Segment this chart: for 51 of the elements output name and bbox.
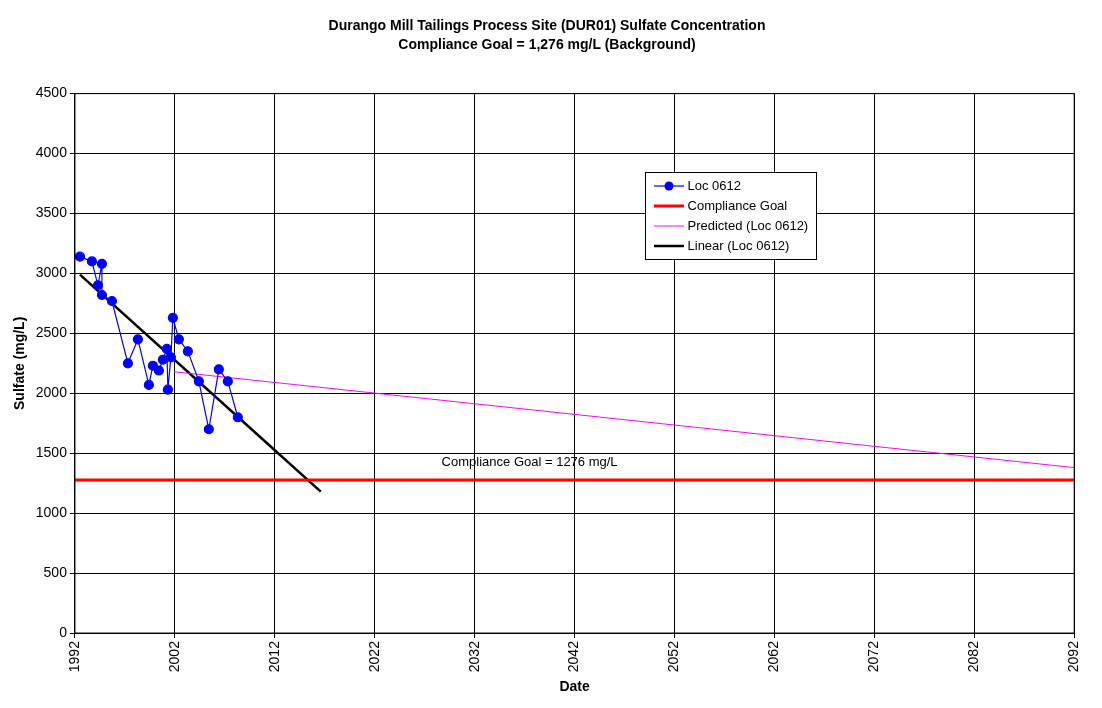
x-tick-label: 2002 <box>165 640 182 673</box>
point <box>213 364 224 375</box>
point <box>165 352 176 363</box>
point <box>167 312 178 323</box>
x-tick-label: 2032 <box>465 640 482 673</box>
legend-label: Loc 0612 <box>687 178 742 194</box>
chart-title: Durango Mill Tailings Process Site (DUR01) Sulfate Concentration <box>328 17 766 34</box>
y-tick-label: 500 <box>43 563 68 580</box>
point <box>132 334 143 345</box>
point <box>173 334 184 345</box>
point <box>182 346 193 357</box>
y-tick-label: 3000 <box>35 264 68 281</box>
y-tick-label: 2000 <box>35 384 68 401</box>
point <box>92 280 104 291</box>
point <box>161 343 172 355</box>
point <box>106 295 118 307</box>
x-axis-title: Date <box>559 678 590 695</box>
point <box>86 256 98 267</box>
x-tick-label: 2082 <box>965 640 982 673</box>
x-tick-label: 1992 <box>65 640 82 673</box>
y-tick-label: 0 <box>59 623 68 640</box>
legend-label: Compliance Goal <box>687 198 788 214</box>
point <box>122 358 134 369</box>
y-axis-title: Sulfate (mg/L) <box>11 316 28 410</box>
point <box>96 289 108 301</box>
x-tick-label: 2042 <box>565 640 582 673</box>
point <box>96 258 108 269</box>
x-tick-label: 2052 <box>665 640 682 673</box>
y-tick-label: 1500 <box>35 444 68 461</box>
chart-subtitle: Compliance Goal = 1,276 mg/L (Background) <box>398 36 696 53</box>
x-tick-label: 2062 <box>765 640 782 673</box>
x-tick-label: 2012 <box>265 640 282 673</box>
point <box>162 384 173 395</box>
x-tick-label: 2072 <box>865 640 882 673</box>
point <box>153 365 164 376</box>
point <box>232 412 243 423</box>
legend-label: Predicted (Loc 0612) <box>687 218 809 234</box>
y-tick-label: 4000 <box>35 144 68 161</box>
x-tick-label: 2092 <box>1065 640 1082 673</box>
point <box>203 424 214 435</box>
point <box>157 354 168 365</box>
y-tick-label: 4500 <box>35 84 68 101</box>
y-tick-label: 1000 <box>35 504 68 521</box>
point <box>222 376 233 387</box>
y-tick-label: 2500 <box>35 324 68 341</box>
point <box>193 376 204 387</box>
legend-label: Linear (Loc 0612) <box>687 238 790 254</box>
x-tick-label: 2022 <box>365 640 382 673</box>
y-tick-label: 3500 <box>35 204 68 221</box>
point <box>74 251 86 262</box>
point <box>143 379 154 391</box>
